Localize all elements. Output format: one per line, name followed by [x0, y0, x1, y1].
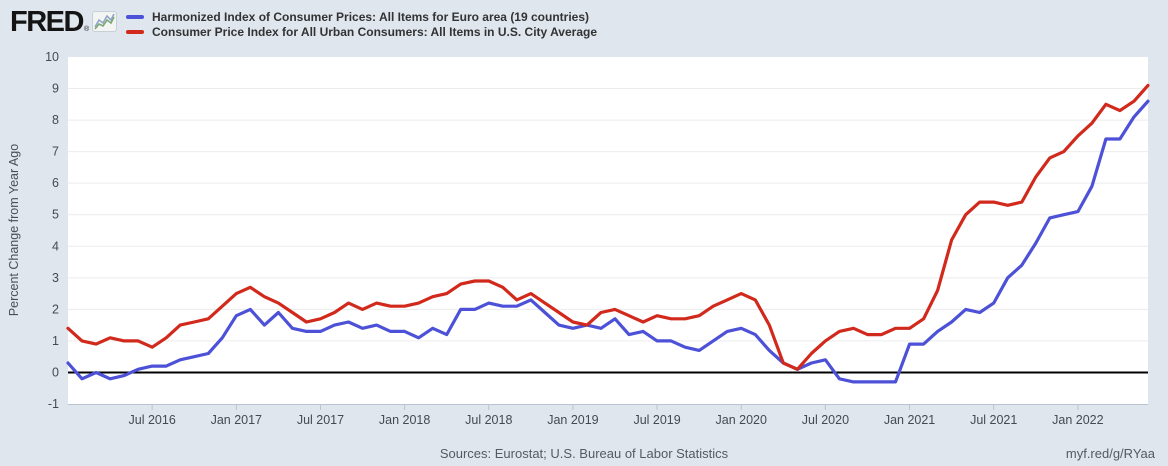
y-tick-label: 6 [52, 176, 59, 190]
registered-mark: ® [83, 26, 90, 33]
y-axis-title: Percent Change from Year Ago [7, 144, 21, 316]
share-link[interactable]: myf.red/g/RYaa [1065, 446, 1155, 461]
legend-swatch-euro-area [126, 14, 144, 19]
x-tick-label: Jul 2019 [633, 413, 680, 427]
series-line-us-cpi [66, 83, 1150, 371]
fred-logo[interactable]: FRED ® [10, 6, 118, 38]
legend-item-us-cpi: Consumer Price Index for All Urban Consu… [126, 24, 597, 39]
x-tick-label: Jul 2020 [802, 413, 849, 427]
y-tick-label: 9 [52, 82, 59, 96]
x-tick-label: Jan 2019 [547, 413, 598, 427]
legend-label-euro-area: Harmonized Index of Consumer Prices: All… [152, 9, 589, 24]
x-tick-label: Jan 2020 [716, 413, 767, 427]
y-tick-label: 10 [45, 50, 59, 64]
y-tick-label: 3 [52, 271, 59, 285]
x-tick-label: Jan 2017 [211, 413, 262, 427]
x-tick-label: Jul 2021 [970, 413, 1017, 427]
sparkline-icon [92, 11, 118, 32]
legend-label-us-cpi: Consumer Price Index for All Urban Consu… [152, 24, 597, 39]
y-tick-label: 2 [52, 302, 59, 316]
plot-area-background [68, 57, 1148, 404]
x-tick-label: Jan 2021 [884, 413, 935, 427]
x-tick-label: Jan 2022 [1052, 413, 1103, 427]
legend-swatch-us-cpi [126, 29, 144, 34]
x-tick-label: Jul 2016 [129, 413, 176, 427]
x-tick-label: Jul 2018 [465, 413, 512, 427]
y-tick-label: 7 [52, 145, 59, 159]
y-tick-label: 1 [52, 334, 59, 348]
series-line-euro-area-hicp [66, 99, 1150, 384]
y-tick-label: 8 [52, 113, 59, 127]
chart-legend: Harmonized Index of Consumer Prices: All… [126, 9, 597, 39]
y-tick-label: 0 [52, 365, 59, 379]
y-tick-label: -1 [48, 397, 59, 411]
x-tick-label: Jul 2017 [297, 413, 344, 427]
y-tick-label: 4 [52, 239, 59, 253]
sources-note: Sources: Eurostat; U.S. Bureau of Labor … [439, 446, 729, 461]
y-tick-label: 5 [52, 208, 59, 222]
fred-logo-text: FRED [10, 6, 84, 38]
legend-item-euro-area: Harmonized Index of Consumer Prices: All… [126, 9, 597, 24]
x-tick-label: Jan 2018 [379, 413, 430, 427]
